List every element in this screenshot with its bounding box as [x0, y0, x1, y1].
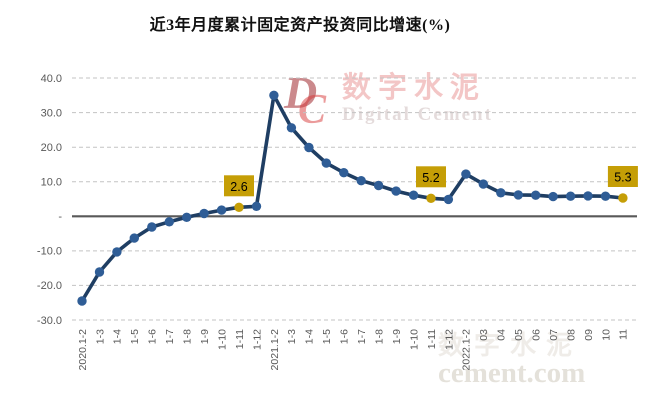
x-tick-label: 1-3 — [94, 329, 106, 344]
data-point — [112, 247, 122, 257]
x-tick-label: 1-4 — [304, 329, 316, 344]
annotation-box — [607, 166, 638, 187]
x-tick-label: 1-3 — [286, 329, 298, 344]
data-point — [583, 191, 593, 201]
data-point — [478, 179, 488, 189]
x-tick-label: 1-12 — [443, 329, 455, 350]
y-tick-label: -10.0 — [37, 246, 62, 258]
data-point — [565, 191, 576, 201]
x-tick-label: 06 — [531, 329, 543, 341]
x-tick-label: 1-7 — [356, 329, 368, 344]
data-point — [339, 168, 349, 178]
data-point — [199, 208, 209, 219]
annotation-box — [416, 166, 446, 188]
data-point — [304, 142, 314, 153]
data-point — [286, 123, 297, 133]
x-tick-label: 1-10 — [216, 329, 228, 350]
data-point — [408, 190, 419, 200]
x-tick-label: 2022.1-2 — [461, 329, 473, 371]
data-point-highlight — [618, 193, 628, 203]
x-tick-label: 2020.1-2 — [77, 329, 89, 371]
y-tick-label: -30.0 — [37, 315, 62, 327]
data-point — [391, 186, 401, 196]
data-point — [321, 158, 331, 168]
x-tick-label: 2021.1-2 — [269, 329, 281, 371]
data-point — [443, 194, 454, 205]
x-tick-label: 1-6 — [147, 329, 159, 344]
x-tick-label: 04 — [496, 329, 508, 341]
x-tick-label: 1-10 — [408, 329, 420, 350]
data-point — [182, 212, 192, 222]
x-tick-label: 1-6 — [339, 329, 351, 344]
data-point-highlight — [234, 202, 244, 212]
x-tick-label: 1-9 — [391, 329, 403, 344]
data-point — [147, 222, 157, 232]
data-point-highlight — [426, 193, 436, 203]
y-tick-label: 10.0 — [41, 177, 62, 189]
x-tick-label: 07 — [548, 329, 560, 341]
x-tick-label: 1-8 — [182, 329, 194, 344]
y-tick-label: 30.0 — [41, 107, 62, 119]
data-point — [531, 190, 541, 200]
x-tick-label: 05 — [513, 329, 525, 341]
data-point — [513, 190, 523, 200]
x-tick-label: 1-8 — [373, 329, 385, 344]
x-tick-label: 1-5 — [321, 329, 333, 344]
x-tick-label: 1-4 — [112, 329, 124, 344]
x-tick-label: 1-11 — [426, 329, 438, 349]
x-tick-label: 09 — [583, 329, 595, 341]
data-point — [77, 296, 87, 306]
annotation-label: 5.2 — [422, 171, 439, 185]
x-tick-label: 10 — [600, 329, 612, 341]
y-tick-label: -20.0 — [37, 280, 62, 292]
data-point — [216, 205, 227, 215]
x-tick-label: 11 — [618, 329, 630, 340]
annotation-box — [224, 175, 254, 197]
x-tick-label: 1-12 — [251, 329, 263, 350]
x-tick-label: 1-11 — [234, 329, 246, 349]
data-point — [94, 267, 105, 277]
data-point — [269, 90, 279, 101]
data-point — [356, 176, 366, 186]
y-tick-label: 40.0 — [41, 73, 62, 85]
x-tick-label: 1-5 — [129, 329, 141, 344]
annotation-label: 5.3 — [614, 171, 631, 185]
chart-title: 近3年月度累计固定资产投资同比增速(%) — [149, 17, 451, 34]
data-point — [373, 180, 384, 191]
annotation-label: 2.6 — [230, 180, 247, 194]
data-point — [496, 188, 506, 198]
x-tick-label: 1-9 — [199, 329, 211, 344]
x-tick-label: 03 — [478, 329, 490, 341]
x-tick-label: 08 — [565, 329, 577, 341]
data-point — [164, 217, 174, 227]
x-tick-label: 1-7 — [164, 329, 176, 344]
data-point — [548, 191, 558, 202]
y-tick-label: - — [58, 211, 62, 223]
data-point — [251, 201, 262, 211]
data-point — [600, 191, 611, 201]
series-line — [80, 93, 625, 303]
y-tick-label: 20.0 — [41, 142, 62, 154]
data-point — [461, 169, 471, 179]
data-point — [129, 233, 139, 243]
